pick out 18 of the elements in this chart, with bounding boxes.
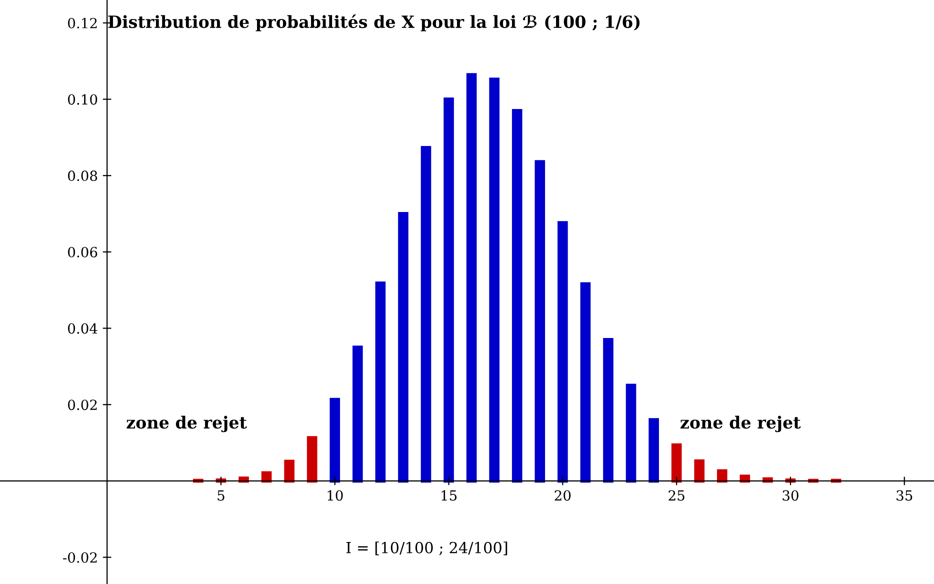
y-tick-label: 0.02 xyxy=(68,400,97,410)
x-tick-label: 30 xyxy=(782,490,798,501)
text: Distribution de probabilités de X pour la loi ℬ (100 ; 1/6) xyxy=(108,14,640,32)
x-tick-label: 5 xyxy=(218,490,224,501)
y-tick-label: -0.02 xyxy=(63,552,97,563)
x-tick-label: 25 xyxy=(668,490,684,501)
annotation: zone de rejet xyxy=(680,416,801,432)
x-tick-label: 35 xyxy=(896,490,912,501)
x-tick-label: 20 xyxy=(554,490,571,501)
y-tick-label: 0.08 xyxy=(68,170,98,182)
y-tick-label: 0.12 xyxy=(68,18,97,28)
y-tick-label: 0.06 xyxy=(68,246,98,258)
y-tick-label: 0.10 xyxy=(68,94,98,105)
annotation: zone de rejet xyxy=(126,416,247,432)
annotation: I = [10/100 ; 24/100] xyxy=(346,542,508,556)
x-tick-label: 10 xyxy=(328,490,343,501)
y-tick-label: 0.04 xyxy=(68,323,98,334)
x-tick-label: 15 xyxy=(442,490,457,501)
